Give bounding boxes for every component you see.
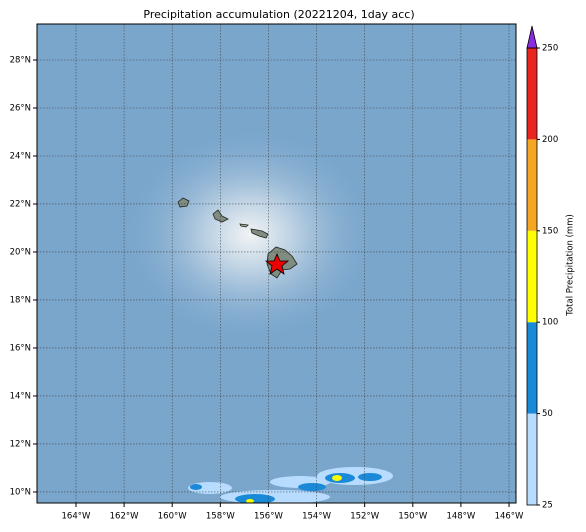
map-area xyxy=(37,24,516,503)
y-tick-label: 20°N xyxy=(10,247,31,257)
y-tick-label: 22°N xyxy=(10,199,31,209)
location-star xyxy=(264,252,290,275)
colorbar-frame xyxy=(526,47,538,506)
colorbar-segment xyxy=(527,48,537,140)
x-tick-label: 158°W xyxy=(206,512,235,522)
map-title: Precipitation accumulation (20221204, 1d… xyxy=(143,8,414,21)
x-tick-label: 146°W xyxy=(495,512,524,522)
y-tick-label: 28°N xyxy=(10,55,31,65)
map-frame xyxy=(36,23,517,504)
colorbar-segment xyxy=(527,322,537,414)
colorbar-tick-label: 250 xyxy=(542,44,558,54)
colorbar-segment xyxy=(527,413,537,505)
x-tick-label: 164°W xyxy=(62,512,91,522)
y-tick-label: 14°N xyxy=(10,391,31,401)
glow xyxy=(120,125,380,345)
colorbar-tick-label: 200 xyxy=(542,135,558,145)
colorbar-label: Total Precipitation (mm) xyxy=(566,214,576,317)
x-tick-label: 156°W xyxy=(254,512,283,522)
y-tick-label: 10°N xyxy=(10,487,31,497)
y-tick-label: 26°N xyxy=(10,103,31,113)
graticule xyxy=(37,24,516,503)
x-tick-label: 148°W xyxy=(446,512,475,522)
colorbar-tick-label: 150 xyxy=(542,226,558,236)
colorbar-tick-label: 100 xyxy=(542,318,558,328)
colorbar-tick-label: 50 xyxy=(542,409,553,419)
colorbar-extend xyxy=(526,25,538,49)
x-tick-label: 162°W xyxy=(110,512,139,522)
colorbar-segment xyxy=(527,139,537,231)
y-tick-label: 24°N xyxy=(10,151,31,161)
x-tick-label: 160°W xyxy=(158,512,187,522)
colorbar-tick-label: 25 xyxy=(542,501,553,511)
x-tick-label: 152°W xyxy=(350,512,379,522)
y-tick-label: 16°N xyxy=(10,343,31,353)
precipitation xyxy=(188,467,393,503)
x-tick-label: 150°W xyxy=(398,512,427,522)
y-tick-label: 12°N xyxy=(10,439,31,449)
colorbar-segment xyxy=(527,230,537,323)
x-tick-label: 154°W xyxy=(302,512,331,522)
y-tick-label: 18°N xyxy=(10,295,31,305)
